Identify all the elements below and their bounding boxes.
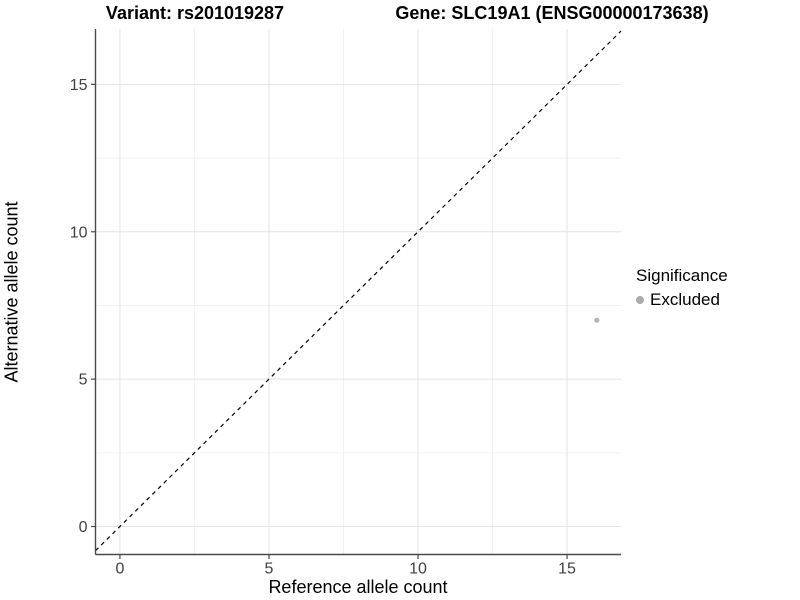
legend-title: Significance xyxy=(636,266,728,285)
y-axis-title: Alternative allele count xyxy=(1,201,22,383)
data-point xyxy=(594,317,600,323)
x-axis-title: Reference allele count xyxy=(268,577,448,597)
y-tick-label: 5 xyxy=(79,372,88,389)
y-tick-label: 10 xyxy=(70,224,88,241)
gene-title: Gene: SLC19A1 (ENSG00000173638) xyxy=(395,3,709,23)
y-tick-label: 0 xyxy=(79,519,88,536)
x-tick-label: 10 xyxy=(409,561,427,578)
legend-entry-excluded: Excluded xyxy=(636,290,728,310)
legend: Significance Excluded xyxy=(636,266,728,310)
y-tick-label: 15 xyxy=(70,77,88,94)
x-tick-label: 15 xyxy=(558,561,576,578)
legend-key-circle-icon xyxy=(636,296,644,304)
x-tick-label: 0 xyxy=(115,561,124,578)
x-tick-label: 5 xyxy=(265,561,274,578)
legend-entry-label: Excluded xyxy=(650,290,720,309)
identity-line xyxy=(95,30,622,552)
variant-title: Variant: rs201019287 xyxy=(105,3,285,23)
